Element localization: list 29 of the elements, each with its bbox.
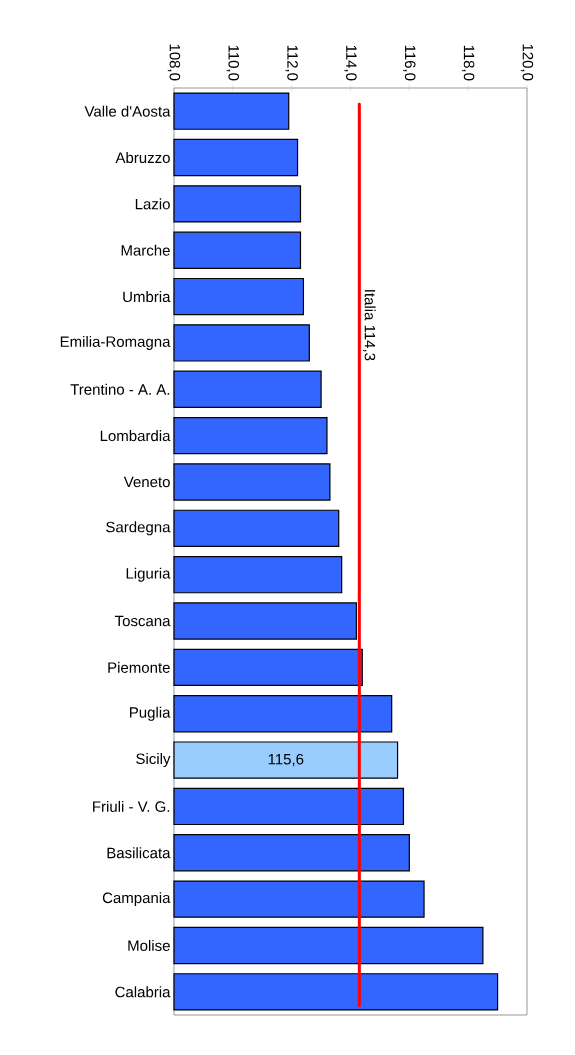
y-tick-label: Trentino - A. A. (70, 383, 170, 395)
x-tick-label: 118,0 (461, 45, 475, 81)
y-tick-label: Toscana (114, 615, 171, 627)
y-tick-label: Piemonte (108, 661, 170, 673)
y-tick-label: Liguria (126, 567, 171, 582)
x-tick-label: 110,0 (226, 45, 240, 81)
y-tick-label: Puglia (130, 706, 171, 721)
x-tick-label: 114,0 (344, 45, 357, 81)
y-tick-label: Friuli - V. G. (93, 800, 170, 812)
y-tick-label: Sicily (136, 753, 171, 768)
y-tick-label: Calabria (115, 986, 171, 998)
y-tick-label: Molise (128, 939, 170, 951)
y-tick-label: Basilicata (107, 847, 171, 859)
y-tick-label: Marche (121, 244, 170, 256)
x-tick-label: 116,0 (403, 45, 416, 81)
ref-line-label: Italia 114,3 (362, 290, 376, 361)
x-tick-label: 120,0 (520, 44, 534, 81)
y-tick-label: Lombardia (100, 430, 171, 442)
y-tick-label: Veneto (123, 476, 170, 488)
x-tick-label: 112,0 (285, 45, 298, 81)
y-tick-label: Abruzzo (115, 152, 170, 164)
y-tick-label: Lazio (135, 198, 170, 210)
y-tick-label: Campania (102, 892, 171, 907)
x-tick-label: 108,0 (167, 44, 181, 81)
data-label: 115,6 (268, 753, 304, 767)
y-tick-label: Umbria (123, 291, 171, 303)
y-tick-label: Valle d'Aosta (84, 105, 171, 117)
y-tick-label: Sardegna (106, 521, 171, 536)
y-tick-label: Emilia-Romagna (60, 335, 171, 350)
